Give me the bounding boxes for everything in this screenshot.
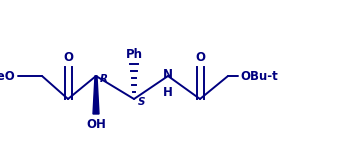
Text: H: H	[163, 86, 173, 99]
Text: OBu-t: OBu-t	[240, 69, 278, 82]
Text: S: S	[138, 97, 146, 107]
Text: O: O	[63, 51, 73, 64]
Text: Ph: Ph	[126, 48, 142, 61]
Text: O: O	[195, 51, 205, 64]
Text: OH: OH	[86, 118, 106, 131]
Polygon shape	[93, 76, 99, 114]
Text: R: R	[100, 74, 108, 84]
Text: MeO: MeO	[0, 69, 16, 82]
Text: N: N	[163, 68, 173, 82]
